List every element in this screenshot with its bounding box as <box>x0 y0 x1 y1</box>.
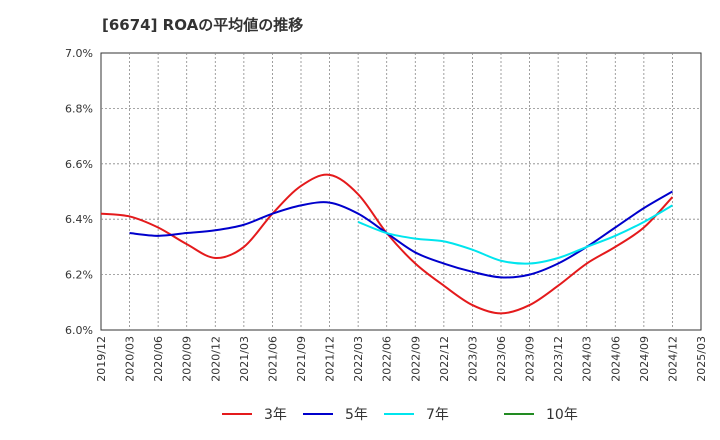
x-tick-label: 2024/09 <box>638 336 651 382</box>
y-tick-label: 7.0% <box>65 47 93 60</box>
x-tick-label: 2020/09 <box>181 336 194 382</box>
x-tick-label: 2022/12 <box>438 336 451 382</box>
y-tick-label: 6.0% <box>65 324 93 337</box>
series-line-3 <box>357 204 673 265</box>
x-tick-label: 2024/12 <box>666 336 679 382</box>
x-tick-label: 2024/03 <box>581 336 594 382</box>
x-tick-label: 2023/03 <box>466 336 479 382</box>
y-tick-label: 6.8% <box>65 102 93 115</box>
x-tick-label: 2021/06 <box>266 336 279 382</box>
legend-label-4: 10年 <box>546 407 578 423</box>
chart-title: [6674] ROAの平均値の推移 <box>102 16 304 34</box>
x-tick-label: 2022/06 <box>381 336 394 382</box>
x-tick-label: 2021/12 <box>324 336 337 382</box>
x-tick-label: 2024/06 <box>609 336 622 382</box>
legend: 3年 5年 7年 10年 <box>222 407 578 423</box>
plot-frame <box>100 52 702 331</box>
x-tick-label: 2023/06 <box>495 336 508 382</box>
x-tick-label: 2020/03 <box>124 336 137 382</box>
axis-layer: 6.0% 6.2% 6.4% 6.6% 6.8% 7.0% 2019/12 2020/03 20… <box>65 47 708 382</box>
y-tick-label: 6.2% <box>65 269 93 282</box>
x-tick-label: 2023/12 <box>552 336 565 382</box>
x-tick-label: 2022/09 <box>409 336 422 382</box>
x-tick-label: 2019/12 <box>95 336 108 382</box>
x-tick-label: 2022/03 <box>352 336 365 382</box>
series-layer <box>100 173 674 315</box>
x-tick-label: 2021/09 <box>295 336 308 382</box>
x-tick-label: 2020/12 <box>209 336 222 382</box>
grid-layer <box>100 52 702 331</box>
x-tick-label: 2025/03 <box>695 336 708 382</box>
x-tick-label: 2021/03 <box>238 336 251 382</box>
legend-label-2: 5年 <box>345 407 368 423</box>
y-tick-label: 6.4% <box>65 213 93 226</box>
x-tick-label: 2023/09 <box>524 336 537 382</box>
legend-label-3: 7年 <box>426 407 449 423</box>
legend-label-1: 3年 <box>264 407 287 423</box>
y-tick-label: 6.6% <box>65 158 93 171</box>
x-tick-label: 2020/06 <box>152 336 165 382</box>
